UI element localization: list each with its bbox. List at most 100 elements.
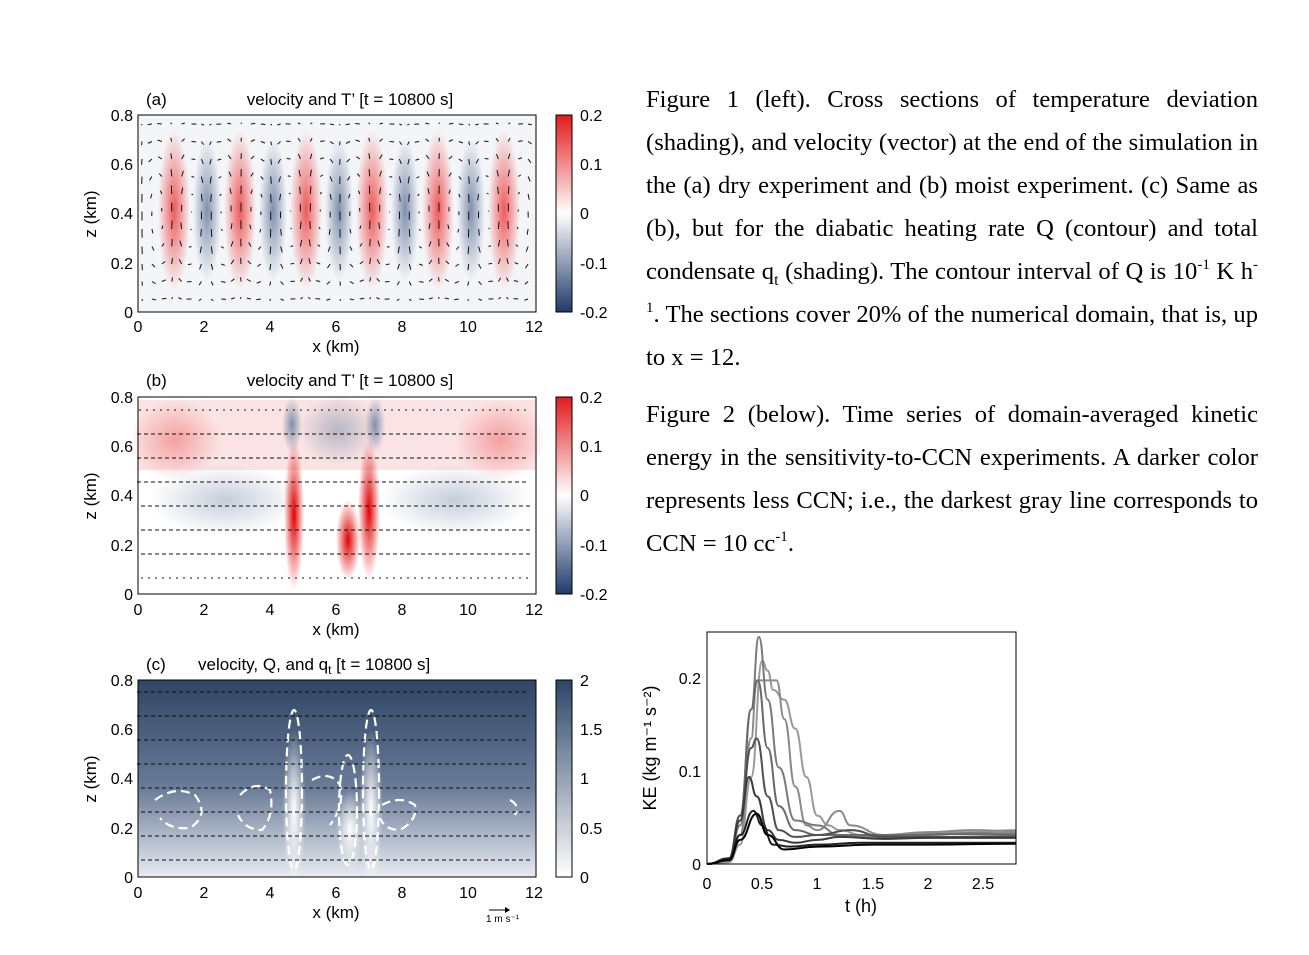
velocity-vector (445, 260, 450, 265)
panel-c-ytick: 0.4 (111, 771, 133, 788)
panel-a-ytick: 0.6 (111, 157, 133, 174)
panel-c-label: (c) (146, 655, 166, 674)
velocity-vector (415, 158, 420, 161)
velocity-vector (428, 241, 432, 247)
velocity-vector (216, 141, 222, 143)
velocity-vector (230, 259, 235, 265)
velocity-vector (210, 263, 214, 270)
velocity-vector (349, 246, 353, 251)
velocity-vector (517, 191, 521, 195)
velocity-vector (170, 122, 173, 125)
velocity-vector (524, 263, 529, 269)
velocity-vector (467, 298, 470, 302)
velocity-vector (161, 225, 164, 230)
velocity-vector (157, 122, 162, 125)
panel-a-colorbar: 0.2 0.1 0 -0.1 -0.2 (555, 108, 608, 322)
scale-arrow-label: 1 m s⁻¹ (486, 914, 520, 925)
velocity-vector (497, 186, 499, 195)
velocity-vector (385, 263, 390, 266)
velocity-vector (348, 193, 351, 199)
velocity-vector (278, 176, 282, 183)
velocity-vector (455, 263, 460, 267)
velocity-vector (147, 123, 152, 126)
velocity-vector (309, 169, 312, 177)
velocity-vector (468, 176, 470, 184)
panel-b-ytick: 0.4 (111, 488, 133, 505)
panel-b-xtick: 0 (134, 602, 143, 619)
velocity-vector (258, 246, 262, 250)
velocity-vector (277, 158, 282, 164)
ke-ytick: 0 (692, 857, 701, 874)
velocity-vector (230, 241, 234, 247)
panel-c-xtick: 4 (266, 885, 275, 902)
ke-axes-box (706, 631, 1017, 865)
colorbar-tick: 0.1 (580, 439, 602, 456)
velocity-vector (513, 280, 519, 282)
panel-c: (c) velocity, Q, and qt [t = 10800 s] 0 … (81, 655, 602, 925)
velocity-vector (277, 141, 281, 145)
velocity-vector (526, 228, 529, 235)
velocity-vector (407, 158, 410, 165)
velocity-vector (218, 176, 222, 179)
velocity-vector (468, 141, 471, 146)
velocity-vector (149, 176, 153, 181)
velocity-vector (359, 279, 365, 282)
velocity-vector (357, 190, 361, 195)
velocity-vector (220, 228, 223, 232)
velocity-vector (280, 228, 282, 236)
velocity-vector (486, 192, 489, 195)
velocity-vector (329, 158, 334, 164)
velocity-vector (349, 298, 355, 301)
velocity-vector (210, 298, 214, 302)
ke-xtick: 0 (703, 876, 712, 893)
velocity-vector (151, 228, 154, 234)
velocity-vector (147, 141, 153, 144)
velocity-vector (151, 281, 156, 285)
velocity-vector (398, 141, 403, 145)
velocity-vector (448, 189, 451, 195)
velocity-vector (201, 123, 205, 126)
velocity-vector (269, 246, 272, 255)
velocity-vector (250, 139, 256, 142)
panel-c-xlabel: x (km) (312, 903, 359, 922)
velocity-vector (414, 141, 420, 143)
velocity-vector (476, 176, 480, 183)
velocity-vector (260, 176, 264, 180)
panel-b-xtick: 4 (266, 602, 275, 619)
velocity-vector (396, 281, 400, 286)
velocity-vector (217, 158, 222, 161)
velocity-vector (345, 141, 351, 144)
velocity-vector (527, 141, 532, 145)
velocity-vector (388, 228, 390, 231)
velocity-vector (329, 141, 334, 145)
velocity-vector (497, 221, 500, 230)
panel-a-title: velocity and T’ [t = 10800 s] (247, 90, 453, 109)
panel-b: (b) velocity and T’ [t = 10800 s] 0 2 4 … (81, 371, 608, 639)
velocity-vector (428, 297, 433, 300)
velocity-vector (250, 189, 253, 195)
panel-a-field (138, 115, 536, 312)
velocity-vector (198, 298, 202, 302)
velocity-vector (524, 281, 529, 285)
velocity-vector (376, 278, 380, 282)
velocity-vector (199, 263, 202, 270)
panel-b-xtick: 10 (459, 602, 477, 619)
velocity-vector (369, 238, 371, 247)
velocity-vector (250, 155, 255, 160)
ke-xtick: 2.5 (972, 876, 994, 893)
velocity-vector (181, 187, 184, 195)
velocity-vector (418, 228, 421, 232)
velocity-vector (297, 138, 301, 142)
velocity-vector (290, 262, 295, 265)
colorbar-tick: -0.2 (580, 305, 608, 322)
velocity-vector (458, 141, 464, 144)
velocity-vector (299, 186, 301, 195)
velocity-vector (259, 228, 262, 233)
panel-c-ytick: 0.2 (111, 821, 133, 838)
ke-xtick: 1.5 (862, 876, 884, 893)
velocity-vector (178, 259, 183, 265)
velocity-vector (396, 298, 400, 302)
panel-c-ytick: 0 (124, 870, 133, 887)
velocity-vector (308, 277, 311, 282)
velocity-vector (458, 176, 462, 180)
